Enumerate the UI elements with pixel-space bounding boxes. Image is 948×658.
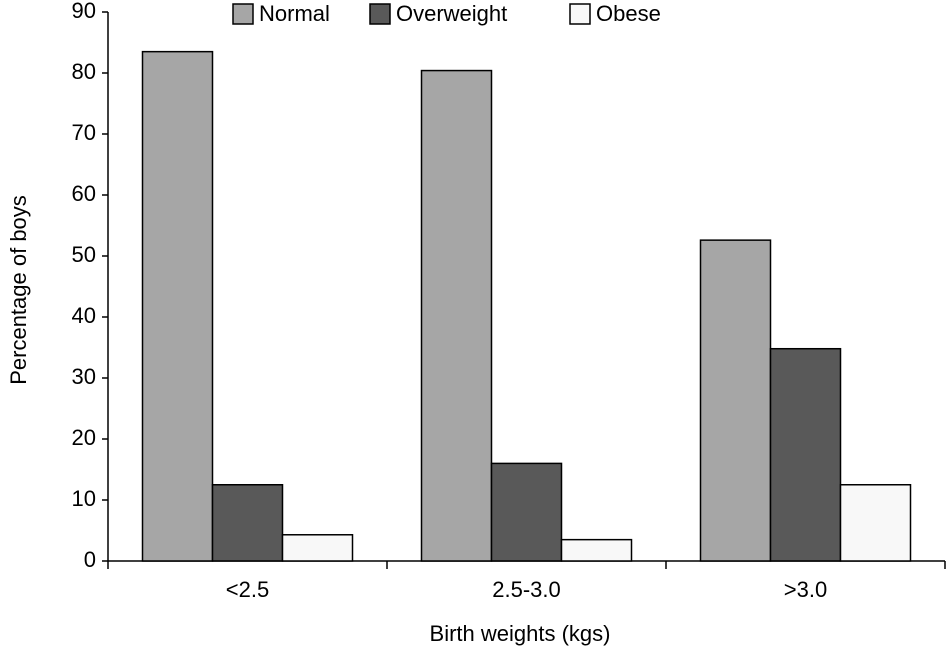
bar: [420, 69, 493, 562]
y-tick-label: 80: [72, 59, 96, 84]
y-tick-label: 0: [84, 547, 96, 572]
bar: [769, 347, 842, 562]
x-tick-label: >3.0: [784, 577, 827, 602]
legend-swatch: [569, 3, 591, 25]
y-tick-label: 30: [72, 364, 96, 389]
bar: [699, 239, 772, 562]
bar: [839, 484, 912, 562]
y-tick-label: 50: [72, 242, 96, 267]
y-tick-label: 70: [72, 120, 96, 145]
legend-swatch: [369, 3, 391, 25]
y-tick-label: 10: [72, 486, 96, 511]
bar: [211, 484, 284, 562]
y-tick-label: 40: [72, 303, 96, 328]
bar: [141, 50, 214, 562]
legend-label: Obese: [596, 1, 661, 26]
y-tick-label: 60: [72, 181, 96, 206]
x-axis-label: Birth weights (kgs): [430, 621, 611, 646]
y-tick-label: 90: [72, 0, 96, 23]
x-tick-label: 2.5-3.0: [492, 577, 561, 602]
legend-label: Normal: [259, 1, 330, 26]
legend-label: Overweight: [396, 1, 507, 26]
x-tick-label: <2.5: [226, 577, 269, 602]
bar: [560, 538, 633, 562]
legend-swatch: [232, 3, 254, 25]
bar: [281, 534, 354, 562]
y-axis-label: Percentage of boys: [6, 195, 31, 385]
bar: [490, 462, 563, 562]
y-tick-label: 20: [72, 425, 96, 450]
